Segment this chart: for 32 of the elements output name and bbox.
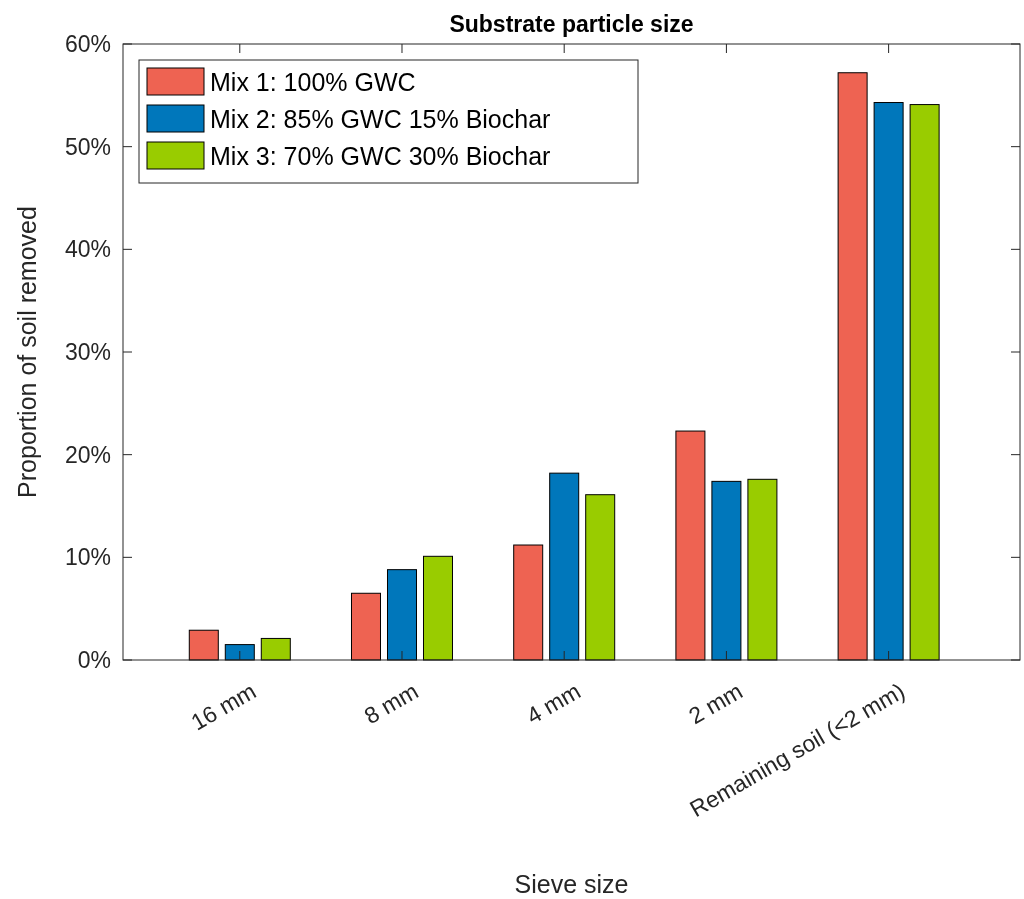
bar (188, 629, 219, 661)
y-axis-title: Proportion of soil removed (13, 206, 41, 498)
bar (260, 637, 291, 661)
bar (675, 430, 706, 661)
bar (513, 544, 544, 661)
x-axis-title: Sieve size (514, 870, 629, 898)
y-tick-label: 10% (64, 544, 111, 571)
bar (351, 592, 381, 661)
bar (224, 644, 255, 661)
bar (549, 472, 580, 661)
bar (747, 478, 778, 661)
bar (711, 480, 742, 661)
y-tick-label: 40% (64, 236, 111, 263)
y-tick-label: 0% (77, 647, 111, 674)
bar (387, 569, 417, 661)
bar (909, 104, 940, 661)
bar (837, 72, 868, 661)
bar (873, 102, 904, 661)
x-tick-label: 2 mm (684, 677, 747, 730)
y-tick-label: 60% (64, 31, 111, 58)
chart-title: Substrate particle size (449, 11, 694, 37)
bar (423, 555, 453, 661)
legend-label: Mix 3: 70% GWC 30% Biochar (210, 141, 551, 170)
bar (585, 494, 616, 661)
x-tick-label: 16 mm (186, 677, 261, 736)
y-tick-label: 50% (64, 133, 111, 160)
legend-label: Mix 1: 100% GWC (210, 67, 416, 96)
x-tick-label: 4 mm (521, 677, 585, 730)
legend-label: Mix 2: 85% GWC 15% Biochar (210, 104, 551, 133)
y-tick-label: 30% (64, 339, 111, 366)
x-tick-label: 8 mm (359, 677, 423, 730)
y-tick-label: 20% (64, 441, 111, 468)
